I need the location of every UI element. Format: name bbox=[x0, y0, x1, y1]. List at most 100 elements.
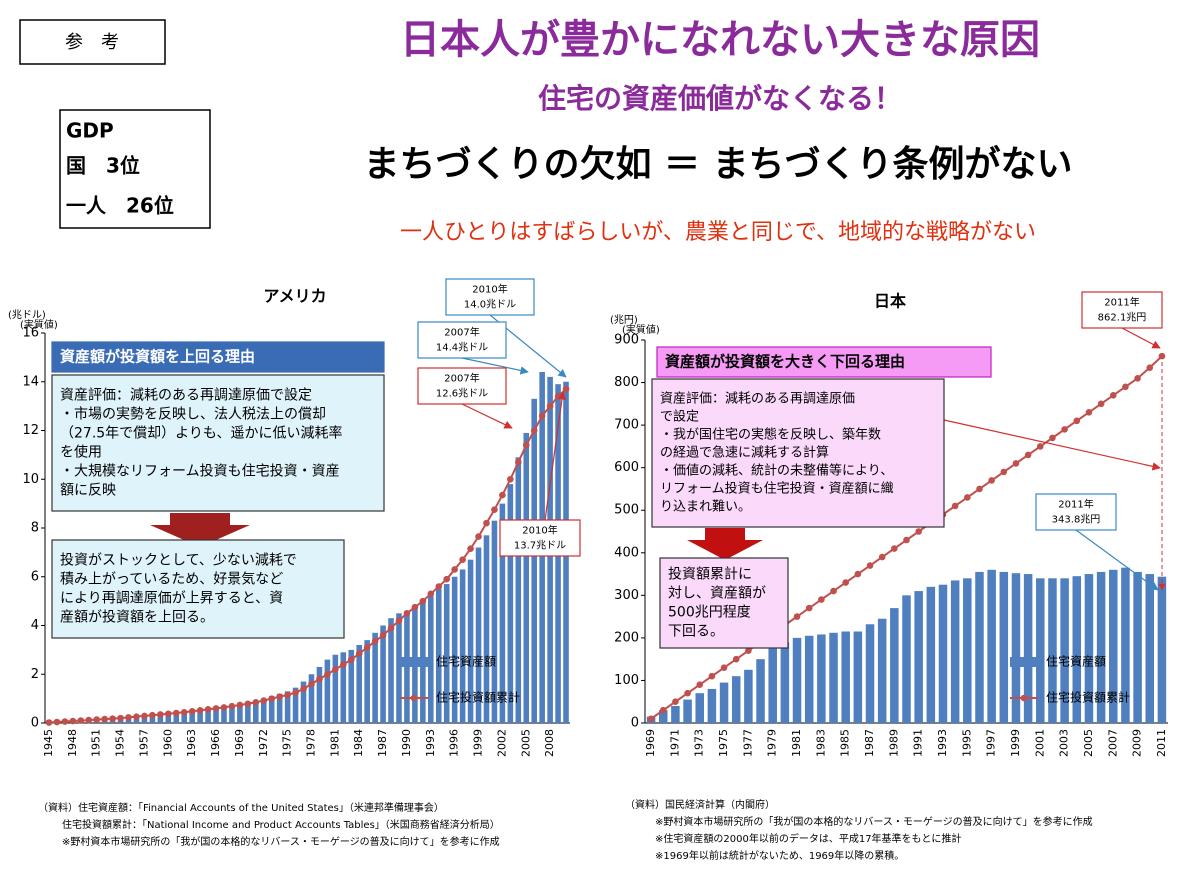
x-tick-label: 2001 bbox=[1033, 729, 1046, 757]
y-tick-label: 800 bbox=[614, 375, 639, 390]
y-tick-label: 500 bbox=[614, 503, 639, 518]
line-marker bbox=[149, 711, 156, 719]
bar bbox=[1048, 578, 1057, 723]
annotation-text: 2010年 bbox=[472, 283, 507, 296]
annotation-text: リフォーム投資も住宅投資・資産額に織 bbox=[660, 481, 894, 497]
bar bbox=[268, 696, 275, 723]
down-arrow bbox=[150, 513, 250, 547]
y-note: (実質値) bbox=[622, 323, 660, 336]
line-marker bbox=[1085, 409, 1093, 416]
bar bbox=[1096, 571, 1106, 723]
line-marker bbox=[1012, 460, 1020, 467]
source-note: （資料）住宅資産額：「Financial Accounts of the Uni… bbox=[38, 801, 444, 814]
annotation-text: 資産評価：減耗のある再調達原価で設定 bbox=[60, 387, 312, 404]
down-arrow bbox=[687, 528, 763, 560]
x-tick-label: 1957 bbox=[137, 729, 150, 757]
line-marker bbox=[355, 650, 363, 657]
bar bbox=[284, 691, 291, 723]
annotation-text: 資産額が投資額を大きく下回る理由 bbox=[665, 353, 905, 371]
line-marker bbox=[204, 706, 212, 713]
line-marker bbox=[427, 590, 435, 598]
line-marker bbox=[842, 579, 849, 586]
line-marker bbox=[220, 704, 228, 711]
line-marker bbox=[300, 685, 307, 693]
line-marker bbox=[467, 545, 474, 553]
bar bbox=[817, 634, 826, 723]
bar bbox=[276, 693, 283, 723]
bar bbox=[523, 432, 530, 723]
y-tick-label: 16 bbox=[22, 326, 39, 341]
bar bbox=[890, 608, 899, 723]
badge: 参 考 bbox=[65, 32, 119, 53]
annotation-text: 862.1兆円 bbox=[1098, 312, 1147, 324]
y-tick-label: 2 bbox=[31, 667, 39, 682]
annotation-text: 資産額が投資額を上回る理由 bbox=[60, 348, 255, 366]
line-marker bbox=[1073, 417, 1081, 425]
line-marker bbox=[708, 672, 716, 680]
line-marker bbox=[964, 494, 971, 501]
gdp-box bbox=[59, 109, 211, 229]
line-marker bbox=[61, 718, 69, 725]
line-marker bbox=[117, 714, 124, 722]
x-tick-label: 1951 bbox=[90, 729, 103, 757]
x-tick-label: 1999 bbox=[1009, 729, 1022, 757]
bar bbox=[768, 648, 777, 723]
source-note: ※1969年以前は統計がないため、1969年以降の累積。 bbox=[655, 849, 904, 862]
x-tick-label: 1948 bbox=[66, 729, 79, 757]
bar bbox=[157, 713, 164, 723]
line-marker bbox=[435, 583, 443, 590]
line-marker bbox=[268, 695, 276, 702]
x-tick-label: 1977 bbox=[741, 729, 754, 757]
bar bbox=[1060, 578, 1069, 723]
annotation-text: り込まれ難い。 bbox=[660, 500, 751, 515]
x-tick-label: 1981 bbox=[790, 729, 803, 757]
line-marker bbox=[164, 710, 172, 718]
line-marker bbox=[77, 717, 85, 724]
line-marker bbox=[530, 427, 538, 434]
bar bbox=[467, 559, 474, 723]
line-marker bbox=[483, 519, 490, 527]
line-marker bbox=[316, 675, 323, 683]
y-tick-label: 200 bbox=[614, 630, 639, 645]
bar bbox=[531, 398, 537, 723]
x-tick-label: 1973 bbox=[693, 729, 706, 757]
bar bbox=[324, 659, 331, 723]
bar bbox=[292, 687, 299, 723]
x-tick-label: 1971 bbox=[668, 729, 681, 757]
annotation-text: 産額が投資額を上回る。 bbox=[60, 610, 214, 626]
line-marker bbox=[507, 475, 514, 483]
x-tick-label: 1984 bbox=[352, 729, 365, 757]
bar bbox=[719, 682, 729, 723]
tagline: 一人ひとりはすばらしいが、農業と同じで、地域的な戦略がない bbox=[400, 220, 1036, 245]
source-note: ※住宅資産額の2000年以前のデータは、平成17年基準をもとに推計 bbox=[655, 832, 961, 845]
bar bbox=[1109, 569, 1118, 723]
annotation-text: 2007年 bbox=[444, 326, 479, 339]
line-marker bbox=[1049, 434, 1056, 442]
bar bbox=[841, 631, 850, 723]
y-tick-label: 300 bbox=[614, 588, 639, 603]
bar bbox=[1121, 567, 1130, 723]
line-marker bbox=[818, 596, 825, 603]
line-marker bbox=[228, 702, 236, 710]
bar bbox=[260, 698, 267, 723]
bar bbox=[165, 713, 172, 723]
line-marker bbox=[292, 689, 299, 696]
source-note: 住宅投資額累計：「National Income and Product Acc… bbox=[62, 818, 500, 831]
bar bbox=[515, 457, 522, 723]
callout-arrow bbox=[461, 357, 529, 375]
x-tick-label: 1981 bbox=[328, 729, 341, 757]
line-marker bbox=[308, 680, 315, 688]
x-tick-label: 1985 bbox=[839, 729, 852, 757]
line-marker bbox=[1097, 400, 1105, 408]
bar bbox=[229, 705, 235, 723]
line-marker bbox=[696, 681, 704, 688]
x-tick-label: 2008 bbox=[543, 729, 556, 757]
line-marker bbox=[284, 691, 291, 699]
line-marker bbox=[830, 587, 837, 595]
bar bbox=[459, 569, 466, 723]
line-marker bbox=[554, 393, 562, 400]
annotation-box bbox=[1035, 493, 1117, 531]
line-marker bbox=[546, 402, 554, 410]
x-tick-label: 1979 bbox=[766, 729, 779, 757]
